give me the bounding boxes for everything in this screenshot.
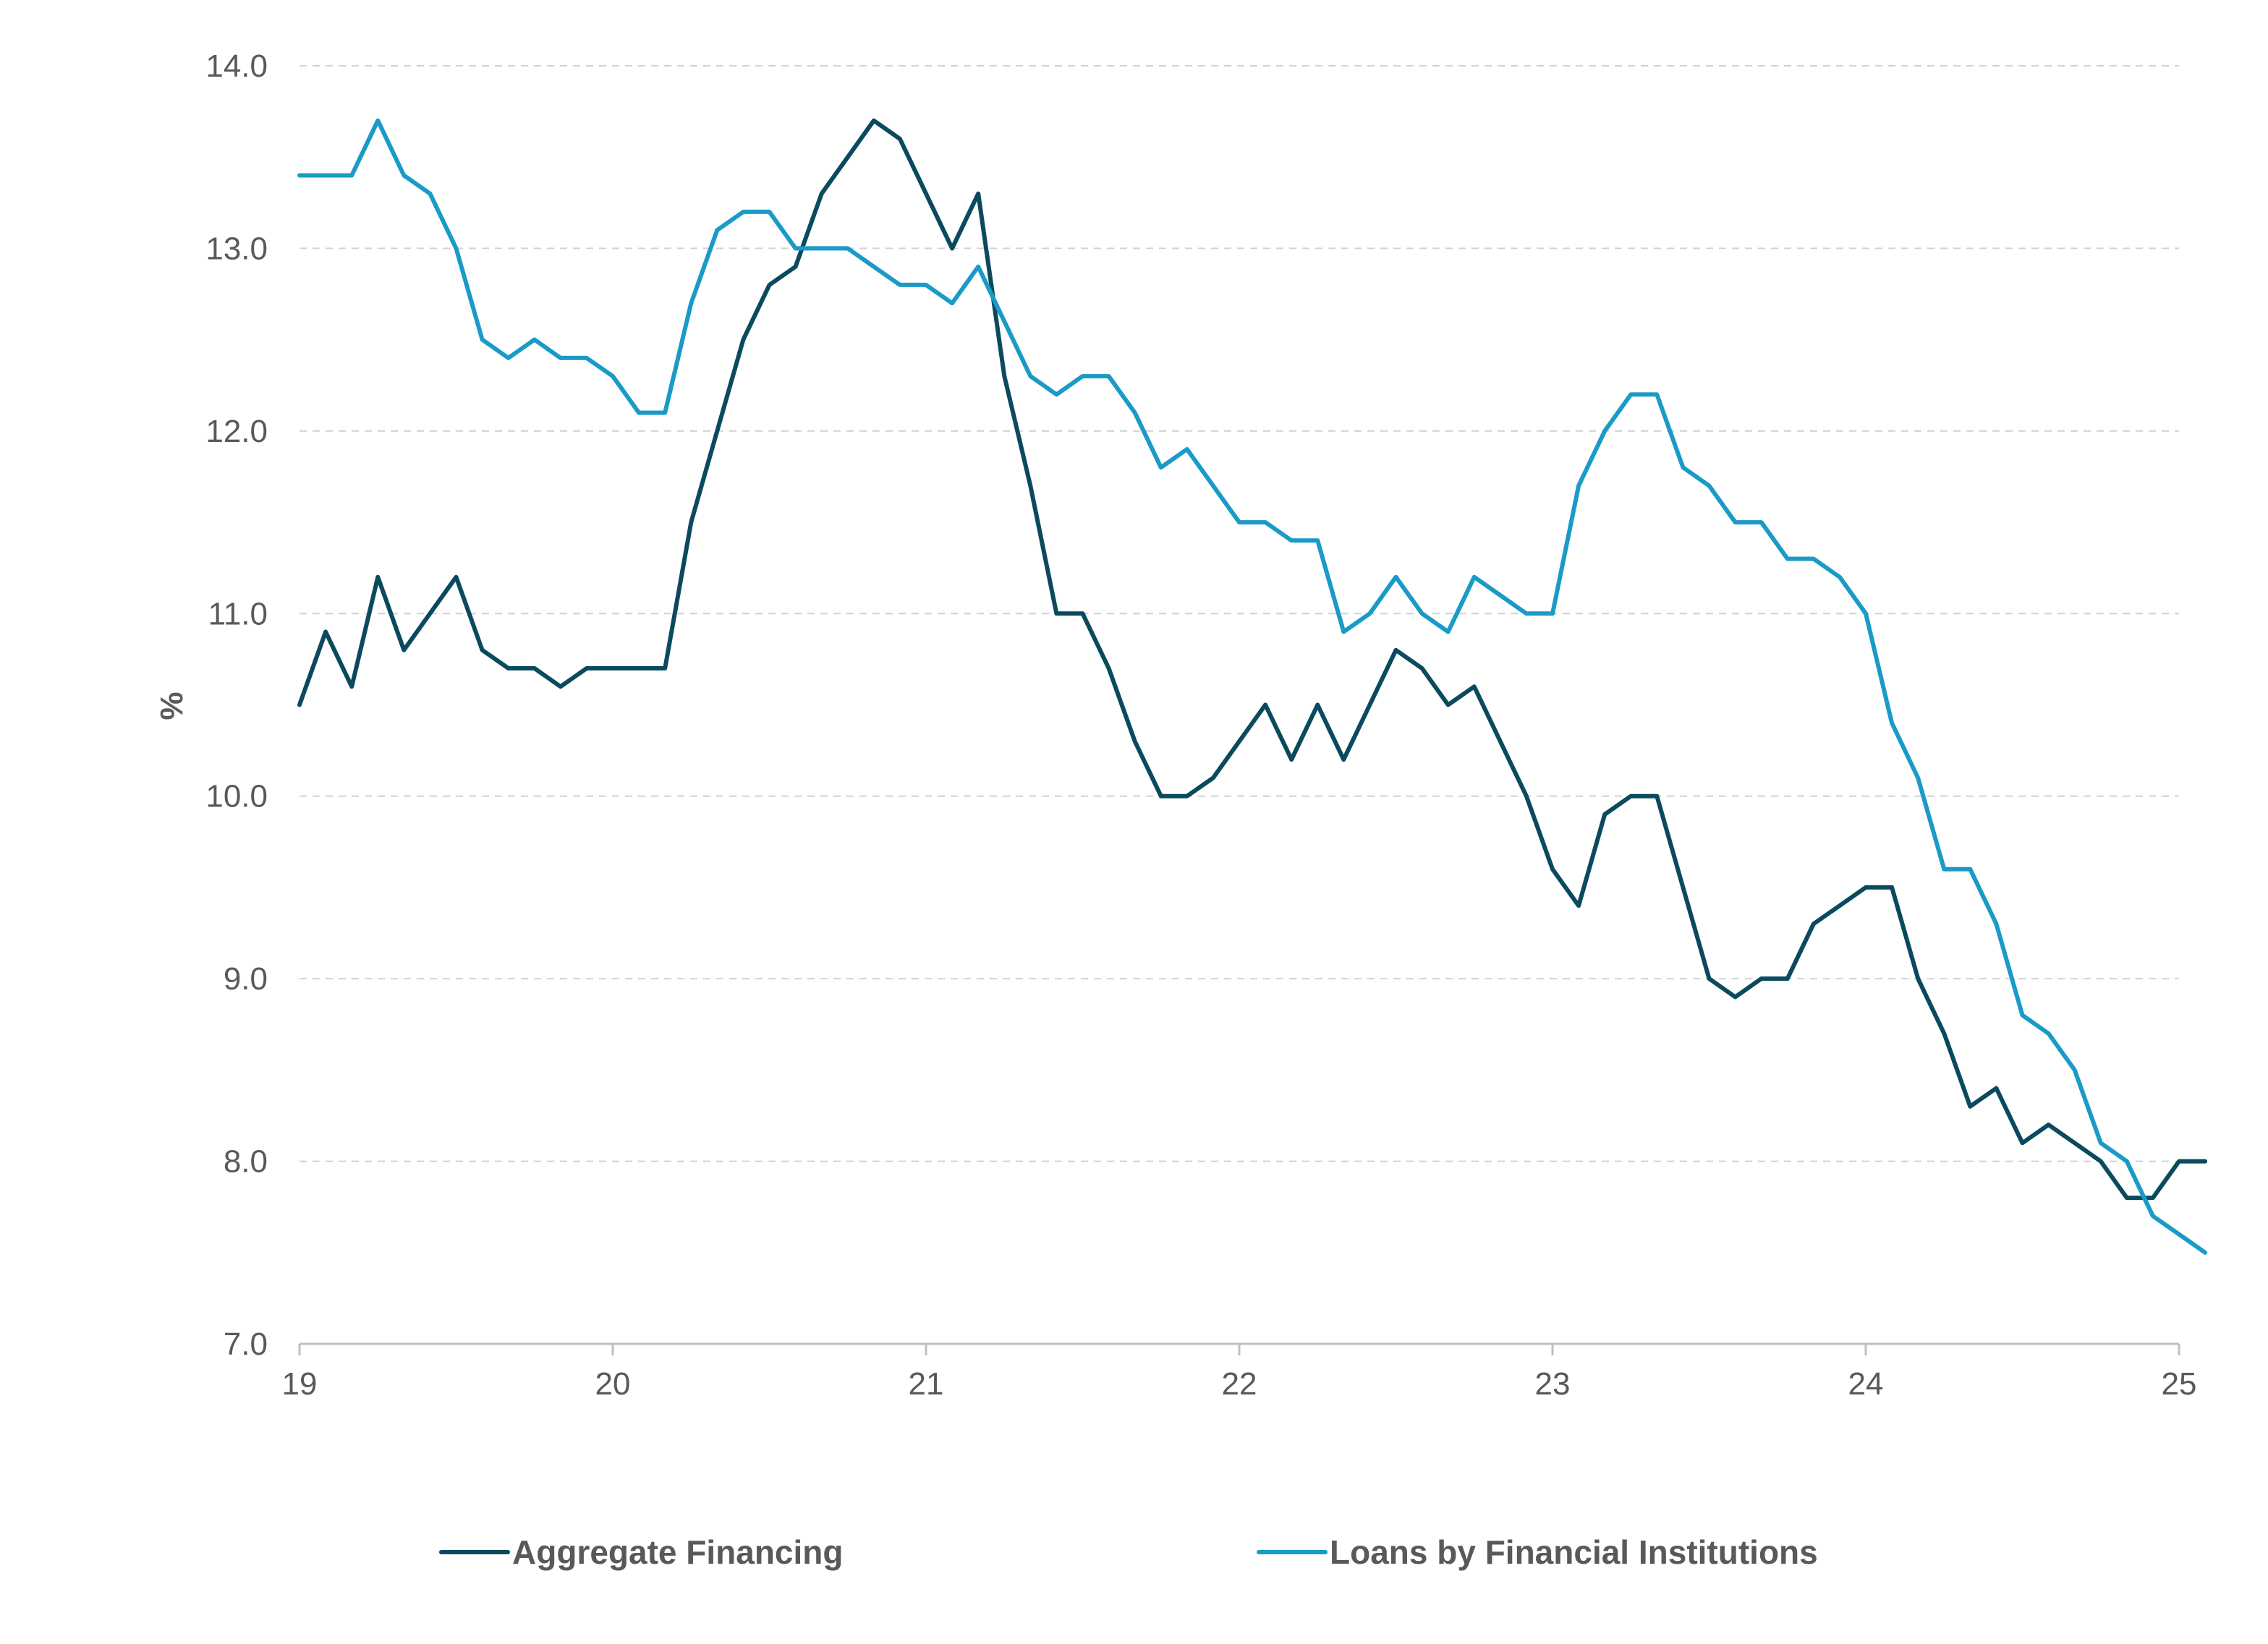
x-tick-label: 19 xyxy=(282,1366,318,1402)
series-line-loans-by-financial-institutions xyxy=(297,118,2208,1255)
y-tick-label: 12.0 xyxy=(205,414,268,449)
x-tick-label: 25 xyxy=(2162,1366,2197,1402)
y-tick-label: 10.0 xyxy=(205,779,268,814)
y-axis-title: % xyxy=(154,691,190,720)
legend-label: Loans by Financial Institutions xyxy=(1330,1533,1818,1571)
gridlines xyxy=(300,65,2179,1162)
series-line-aggregate-financing xyxy=(297,118,2208,1201)
x-tick-label: 23 xyxy=(1535,1366,1571,1402)
series-lines xyxy=(297,118,2208,1255)
y-tick-label: 7.0 xyxy=(224,1326,268,1362)
y-tick-label: 9.0 xyxy=(224,961,268,997)
y-axis-tick-labels: 7.0 8.0 9.0 10.0 11.0 12.0 13.0 14.0 xyxy=(205,48,268,1362)
y-tick-label: 11.0 xyxy=(208,596,268,631)
x-tick-label: 24 xyxy=(1848,1366,1884,1402)
x-tick-label: 22 xyxy=(1222,1366,1257,1402)
y-tick-label: 8.0 xyxy=(224,1144,268,1180)
x-axis-ticks: 19 20 21 22 23 24 25 xyxy=(282,1344,2197,1402)
legend-label: Aggregate Financing xyxy=(512,1533,843,1571)
y-tick-label: 14.0 xyxy=(205,48,268,84)
y-tick-label: 13.0 xyxy=(205,231,268,266)
x-tick-label: 20 xyxy=(595,1366,631,1402)
legend: Aggregate Financing Loans by Financial In… xyxy=(439,1533,1818,1571)
x-tick-label: 21 xyxy=(909,1366,944,1402)
